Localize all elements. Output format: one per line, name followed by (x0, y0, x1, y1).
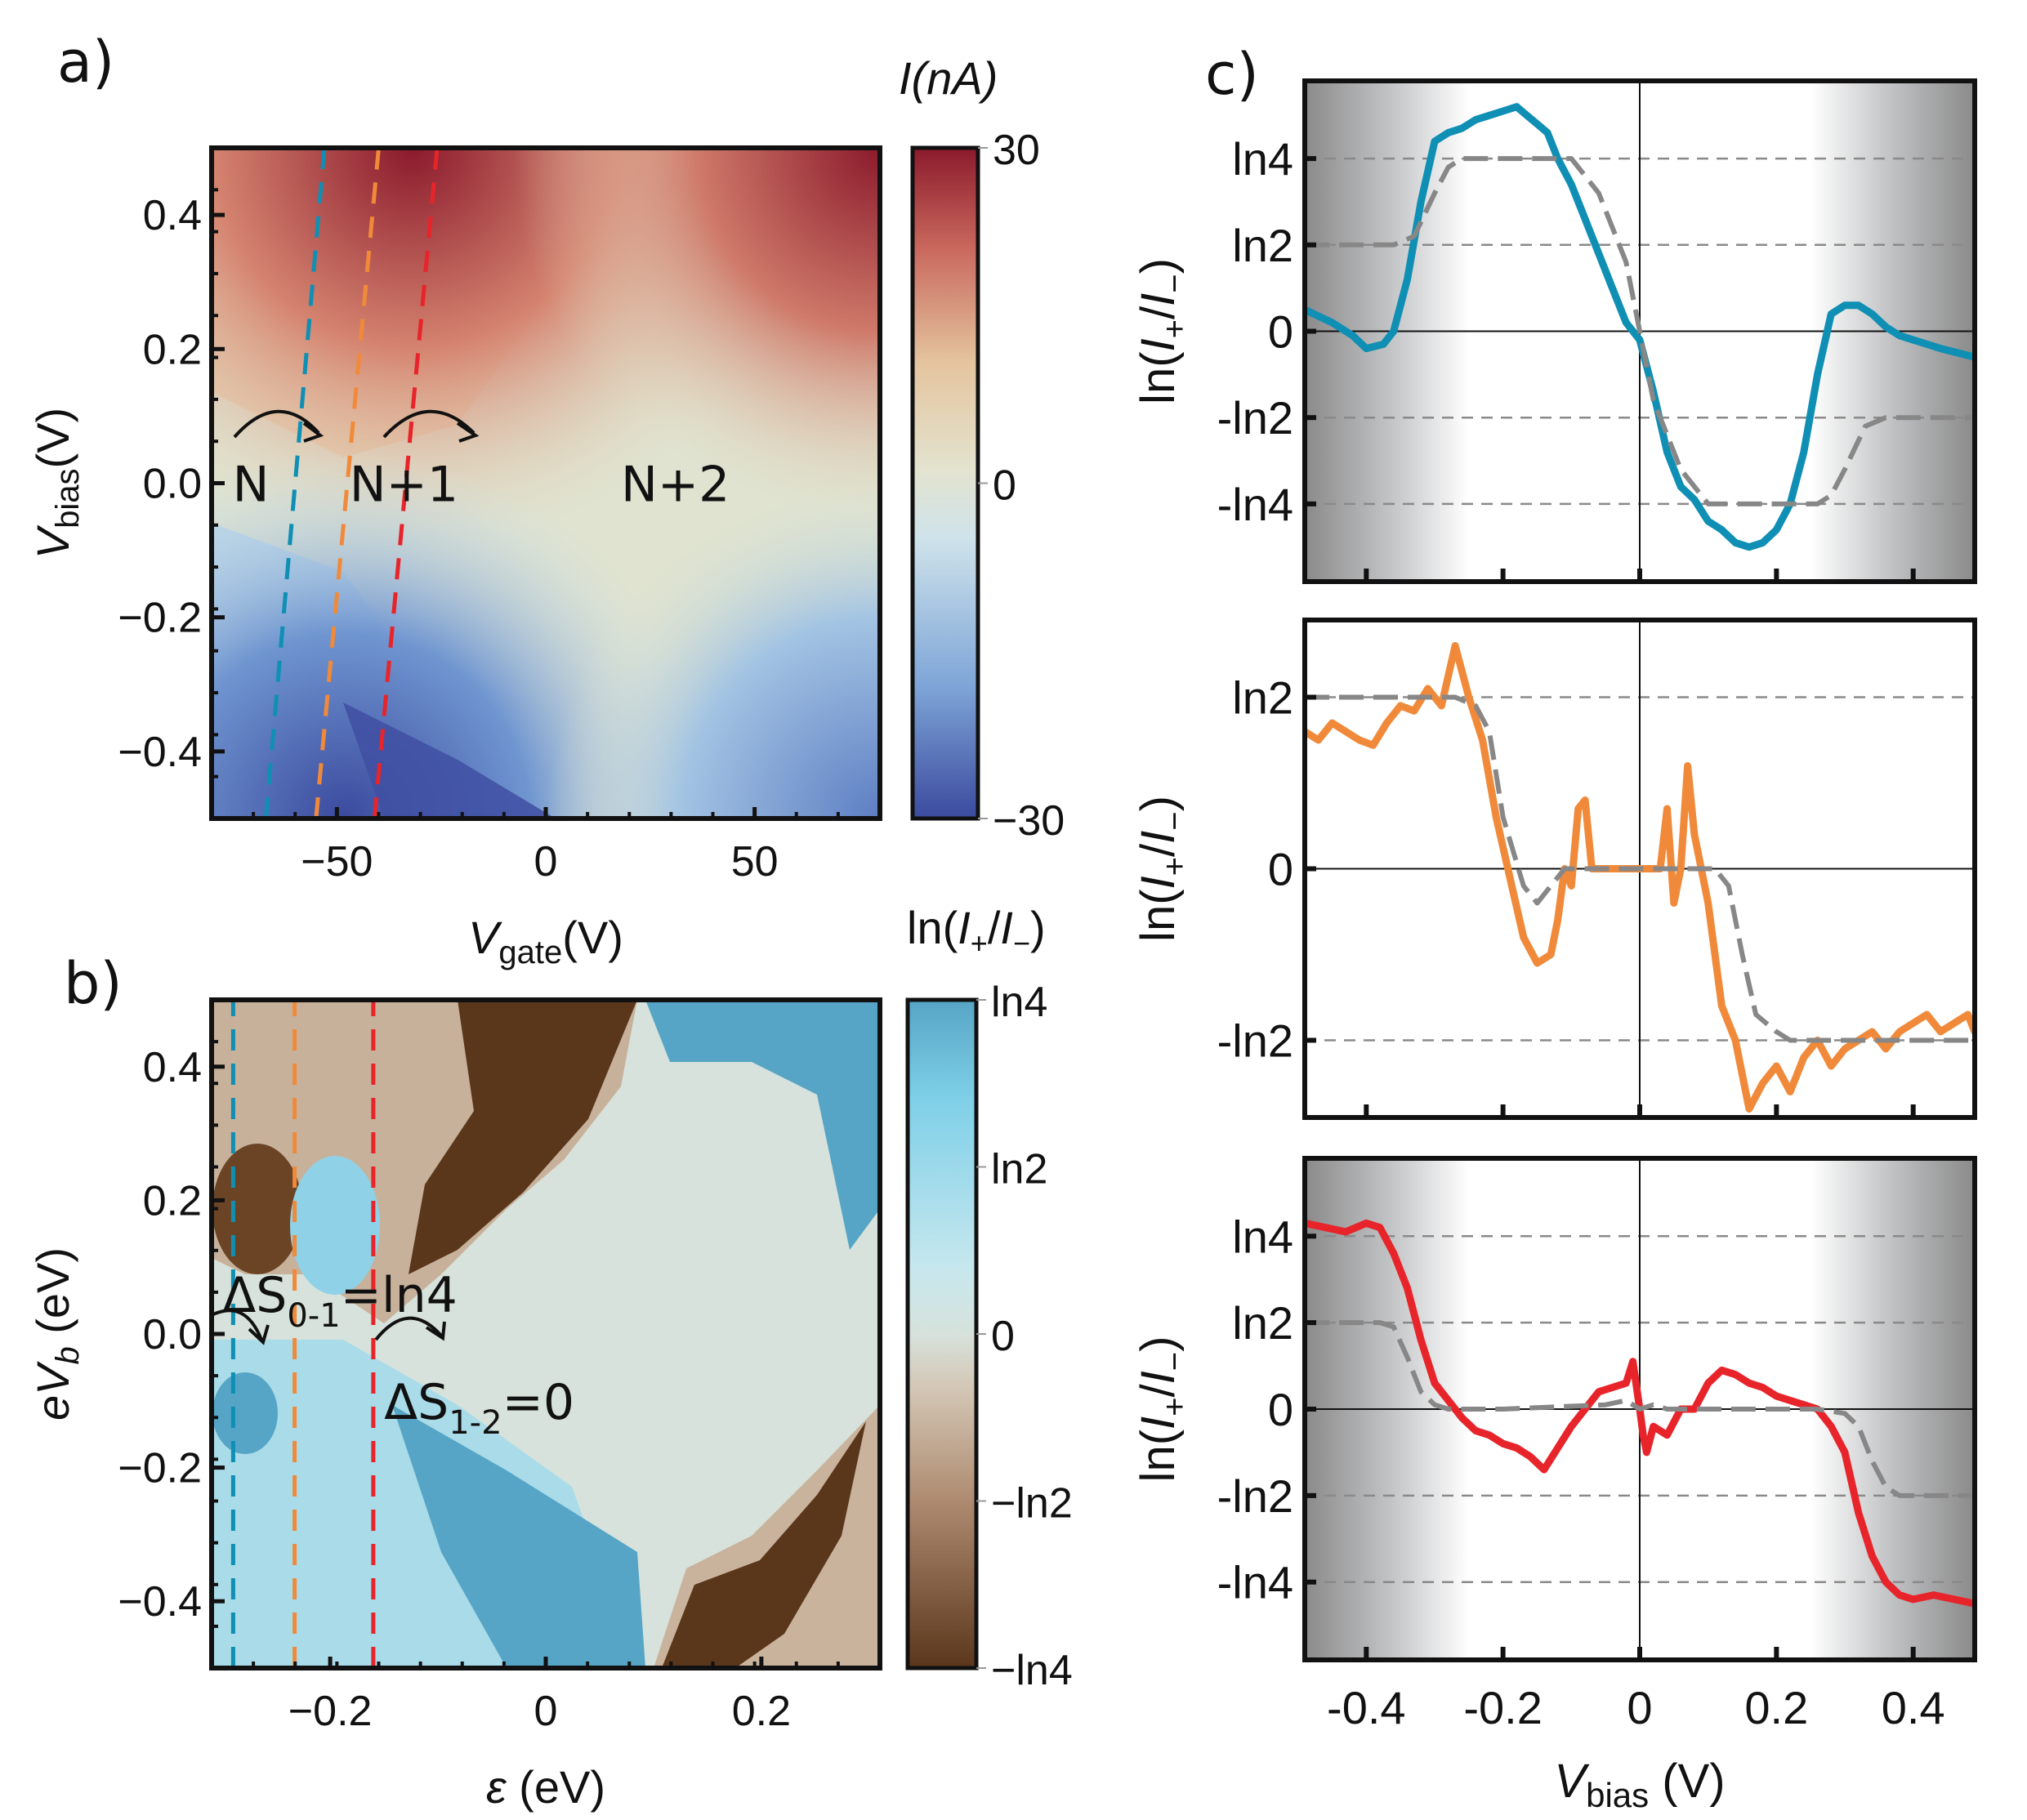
region-annotation: N+2 (621, 457, 730, 514)
plot-area (1305, 1158, 1975, 1660)
y-tick-label: 0.0 (143, 461, 202, 508)
cut-line-orange (314, 148, 381, 819)
y-tick-label: -ln4 (1217, 1557, 1293, 1608)
y-tick-label: −0.4 (118, 729, 202, 776)
x-tick-label: 0.4 (1882, 1682, 1945, 1733)
region-annotation: ΔS1-2=0 (384, 1374, 574, 1442)
x-tick-label: 0 (534, 1688, 558, 1735)
x-tick-label: -0.2 (1463, 1682, 1543, 1733)
arrow-ds01-icon (212, 1309, 263, 1340)
region-annotation: N+1 (350, 457, 458, 514)
y-tick-label: -ln2 (1217, 1470, 1293, 1522)
plot-area (1305, 620, 1975, 1117)
linecut-subplot-blue-cut: ln4 ln2 0 -ln2 -ln4 ln(I+/I−) (1132, 78, 1977, 584)
measured-curve-blue-cut (1305, 103, 1975, 551)
y-axis-title: eVb (eV) (27, 1247, 86, 1421)
arrowhead-icon (425, 1321, 446, 1341)
x-tick-label: 0 (534, 838, 558, 885)
x-tick-label: -0.4 (1327, 1682, 1406, 1733)
linecut-subplot-red-cut: ln4 ln2 0 -ln2 -ln4 -0.4 -0.2 0 0.2 0.4 ln(I+/I−) (1132, 1156, 1977, 1733)
colorbar-tick-label: 0 (991, 1313, 1015, 1360)
y-tick-label: ln4 (1232, 133, 1293, 185)
x-tick-label: 50 (731, 838, 779, 885)
heatmap-b-blue-lower-dark (392, 1405, 645, 1668)
y-tick-label: −0.4 (118, 1578, 202, 1626)
y-tick-label: 0 (1268, 1384, 1293, 1435)
theory-curve-orange-cut (1305, 694, 1975, 1043)
x-tick-label: 0 (1627, 1682, 1652, 1733)
x-axis-title: Vbias (V) (1554, 1755, 1725, 1814)
y-tick-label: −0.2 (118, 1445, 202, 1492)
panel-b-label: b) (64, 950, 123, 1017)
y-tick-label: 0.0 (143, 1311, 202, 1358)
cut-line-blue (263, 148, 327, 819)
heatmap-b-blue-upper-right (645, 1000, 880, 1250)
y-tick-label: 0.2 (143, 1177, 202, 1224)
heatmap-b-blue-lobe (290, 1156, 380, 1295)
colorbar-tick-label: −ln4 (991, 1647, 1073, 1694)
y-axis-title: Vbias(V) (27, 408, 86, 559)
colorbar-tick-label: 0 (993, 462, 1016, 510)
x-tick-label: −0.2 (288, 1688, 373, 1735)
heatmap-a-blue-bottomright (212, 148, 880, 819)
heatmap-b-dark-brown-lower (662, 1421, 866, 1668)
y-axis-title: ln(I+/I−) (1132, 258, 1193, 404)
x-tick-label: −50 (301, 838, 373, 885)
x-axis-title: Vgate(V) (468, 912, 623, 970)
region-annotation: ΔS0-1=ln4 (222, 1267, 458, 1335)
heatmap-b-dark-brown-upper (409, 1000, 637, 1274)
panel-a-heatmap: N N+1 N+2 −50 0 50 0.4 0.2 0.0 −0.2 −0.4 Vgate(V) V… (27, 52, 1065, 970)
x-tick-label: 0.2 (732, 1688, 791, 1735)
colorbar-a-title: I(nA) (899, 52, 998, 104)
colorbar-b (905, 997, 979, 1671)
y-tick-label: 0 (1268, 844, 1293, 895)
theory-curve-blue-cut (1305, 156, 1975, 506)
linecut-subplot-orange-cut: ln2 0 -ln2 ln(I+/I−) (1132, 618, 1977, 1120)
y-tick-label: -ln4 (1217, 479, 1293, 530)
panel-c-linecuts: ln4 ln2 0 -ln2 -ln4 ln(I+/I−) ln2 0 -ln2 ln(I+/I−… (1132, 78, 1977, 1814)
colorbar-tick-label: −30 (993, 797, 1065, 845)
y-tick-label: -ln2 (1217, 1015, 1293, 1067)
colorbar-a (910, 145, 980, 821)
theory-curve-red-cut (1305, 1320, 1975, 1498)
x-tick-label: 0.2 (1744, 1682, 1808, 1733)
heatmap-b-brown-lobe-left (212, 1144, 302, 1274)
y-axis-title: ln(I+/I−) (1132, 796, 1193, 942)
arrowhead-icon (456, 422, 480, 443)
colorbar-tick-label: 30 (993, 127, 1040, 174)
measured-curve-red-cut (1305, 1219, 1975, 1608)
colorbar-b-title: ln(I+/I−) (907, 902, 1046, 960)
y-tick-label: ln4 (1232, 1211, 1293, 1262)
y-tick-label: ln2 (1232, 672, 1293, 724)
heatmap-b-blue-spot (212, 1372, 278, 1454)
y-tick-label: −0.2 (118, 595, 202, 642)
y-tick-label: 0.4 (143, 1044, 202, 1091)
arrow-ds12-icon (374, 1316, 443, 1341)
plot-area (1305, 81, 1975, 582)
panel-b-heatmap: ΔS0-1=ln4 ΔS1-2=0 −0.2 0 0.2 0.4 0.2 0.0 −0.2 −0… (27, 902, 1073, 1813)
y-tick-label: 0 (1268, 306, 1293, 358)
arrow-n1-to-n2-icon (382, 409, 475, 439)
arrowhead-icon (302, 422, 324, 443)
panel-a-label: a) (57, 29, 114, 96)
y-tick-label: 0.4 (143, 192, 202, 239)
arrowhead-icon (248, 1324, 270, 1345)
colorbar-tick-label: ln2 (991, 1146, 1047, 1193)
y-tick-label: ln2 (1232, 1297, 1293, 1349)
y-axis-title: ln(I+/I−) (1132, 1336, 1193, 1483)
region-annotation: N (233, 457, 270, 514)
cut-line-red (372, 148, 440, 819)
panel-c-label: c) (1205, 41, 1259, 108)
y-tick-label: -ln2 (1217, 392, 1293, 444)
colorbar-tick-label: ln4 (991, 979, 1047, 1026)
colorbar-tick-label: −ln2 (991, 1480, 1073, 1528)
y-tick-label: ln2 (1232, 220, 1293, 271)
y-tick-label: 0.2 (143, 326, 202, 373)
x-axis-title: ε (eV) (486, 1761, 605, 1813)
arrow-n-to-n1-icon (233, 409, 320, 439)
